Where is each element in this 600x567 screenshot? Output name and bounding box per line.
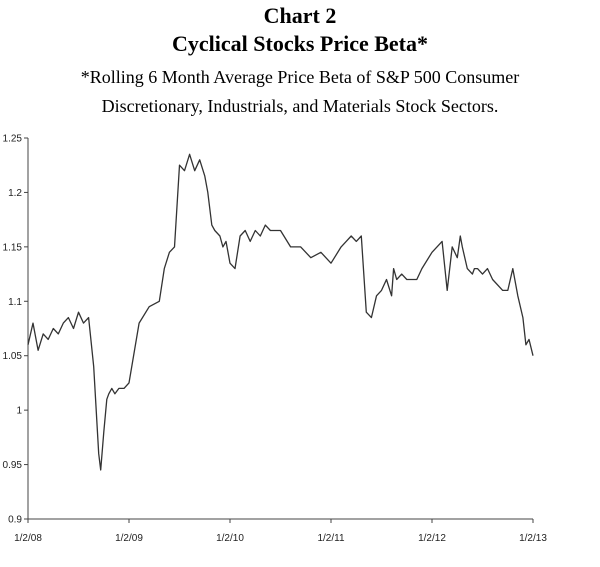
chart-axes: [27, 138, 533, 520]
x-tick-label: 1/2/11: [317, 533, 344, 544]
y-tick-label: 1.25: [3, 134, 23, 145]
x-tick-label: 1/2/13: [519, 533, 547, 544]
x-tick-label: 1/2/10: [216, 533, 244, 544]
y-axis-ticks: 0.9 0.95 1 1.05 1.1 1.15 1.2 1.25: [3, 134, 28, 526]
y-tick-label: 1.1: [8, 297, 22, 308]
chart-title: Cyclical Stocks Price Beta*: [172, 31, 428, 56]
chart-subtitle-line-1: *Rolling 6 Month Average Price Beta of S…: [80, 67, 520, 87]
x-tick-label: 1/2/09: [115, 533, 143, 544]
y-tick-label: 0.9: [8, 515, 22, 526]
beta-series-line: [27, 153, 534, 471]
y-tick-label: 1.2: [8, 188, 22, 199]
y-tick-label: 1.15: [3, 242, 23, 253]
x-tick-label: 1/2/12: [418, 533, 446, 544]
chart-number-title: Chart 2: [263, 3, 337, 28]
y-tick-label: 1: [16, 406, 22, 417]
y-tick-label: 0.95: [3, 460, 23, 471]
x-tick-label: 1/2/08: [14, 533, 42, 544]
y-tick-label: 1.05: [3, 351, 23, 362]
chart-series: [27, 153, 534, 471]
x-axis-ticks: 1/2/08 1/2/09 1/2/10 1/2/11 1/2/12 1/2/13: [14, 519, 547, 544]
chart-subtitle-line-2: Discretionary, Industrials, and Material…: [101, 96, 499, 116]
